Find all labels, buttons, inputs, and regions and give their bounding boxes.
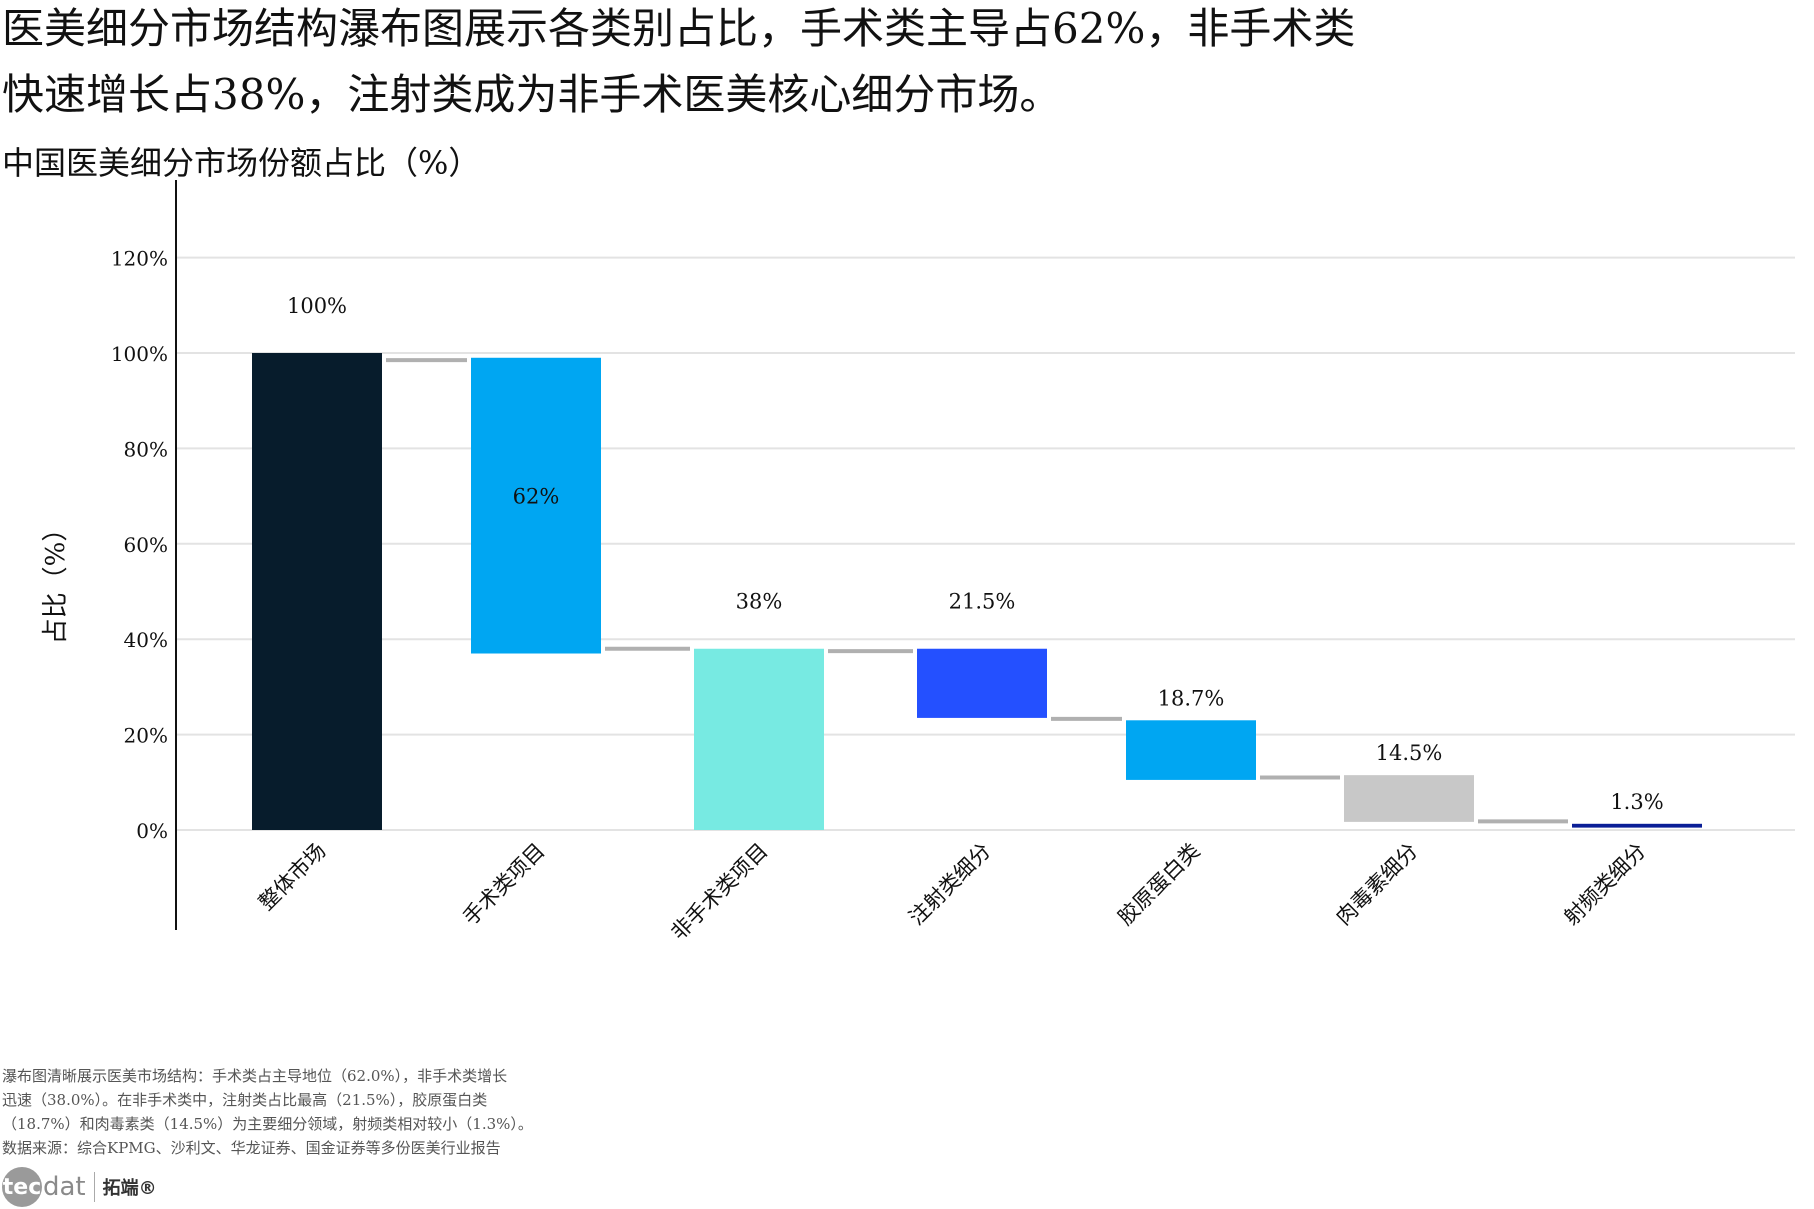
data-labels: 100% 62% 38% 21.5% 18.7% 14.5% 1.3% — [287, 294, 1664, 814]
data-label: 14.5% — [1376, 741, 1443, 765]
y-tick-label: 40% — [124, 628, 168, 652]
x-tick-label: 注射类细分 — [904, 839, 995, 930]
y-axis-label: 占比（%） — [41, 516, 71, 645]
connectors — [386, 358, 1568, 824]
waterfall-bar — [694, 648, 824, 830]
y-tick-label: 20% — [124, 724, 168, 748]
waterfall-bar — [1126, 720, 1256, 780]
footnote-line-3: （18.7%）和肉毒素类（14.5%）为主要细分领域，射频类相对较小（1.3%）… — [2, 1115, 533, 1133]
x-tick-label: 射频类细分 — [1559, 839, 1650, 930]
logo-text: dat — [43, 1172, 86, 1202]
x-axis-ticks: 整体市场 手术类项目 非手术类项目 注射类细分 胶原蛋白类 肉毒素细分 射频类细分 — [254, 839, 1650, 945]
gridlines — [176, 256, 1795, 831]
bars — [252, 353, 1702, 830]
source-note: 数据来源：综合KPMG、沙利文、华龙证券、国金证券等多份医美行业报告 — [2, 1139, 501, 1157]
data-label: 38% — [736, 590, 783, 614]
data-label: 1.3% — [1610, 790, 1663, 814]
chart-title-line-1: 医美细分市场结构瀑布图展示各类别占比，手术类主导占62%，非手术类 — [2, 4, 1356, 53]
footnote-line-2: 迅速（38.0%）。在非手术类中，注射类占比最高（21.5%），胶原蛋白类 — [2, 1091, 488, 1109]
x-tick-label: 整体市场 — [254, 839, 330, 915]
x-tick-label: 手术类项目 — [458, 839, 549, 930]
logo-divider — [93, 1172, 95, 1202]
data-label: 100% — [287, 294, 347, 318]
y-tick-label: 100% — [111, 342, 168, 366]
tecdat-logo: tec dat 拓端® — [2, 1165, 157, 1209]
x-tick-label: 非手术类项目 — [666, 839, 772, 945]
waterfall-chart: 100% 62% 38% 21.5% 18.7% 14.5% 1.3% 0% 20% 40% 60… — [41, 180, 1795, 945]
logo-chinese-text: 拓端® — [102, 1178, 157, 1199]
data-label: 21.5% — [949, 590, 1016, 614]
y-tick-label: 120% — [111, 247, 168, 271]
x-tick-label: 肉毒素细分 — [1331, 839, 1422, 930]
logo-circle: tec — [2, 1167, 42, 1207]
waterfall-bar — [1572, 823, 1702, 828]
y-tick-label: 60% — [124, 533, 168, 557]
x-tick-label: 胶原蛋白类 — [1113, 839, 1204, 930]
y-tick-label: 0% — [136, 819, 168, 843]
chart-subtitle: 中国医美细分市场份额占比（%） — [2, 144, 481, 182]
footnote-line-1: 瀑布图清晰展示医美市场结构：手术类占主导地位（62.0%），非手术类增长 — [2, 1067, 508, 1085]
waterfall-bar — [1344, 775, 1474, 822]
waterfall-bar — [252, 353, 382, 830]
data-label: 18.7% — [1158, 686, 1225, 710]
waterfall-bar — [917, 648, 1047, 718]
y-axis-ticks: 0% 20% 40% 60% 80% 100% 120% — [111, 247, 168, 843]
waterfall-bar — [471, 357, 601, 654]
data-label: 62% — [513, 485, 560, 509]
chart-title-line-2: 快速增长占38%，注射类成为非手术医美核心细分市场。 — [2, 70, 1062, 119]
y-tick-label: 80% — [124, 437, 168, 461]
